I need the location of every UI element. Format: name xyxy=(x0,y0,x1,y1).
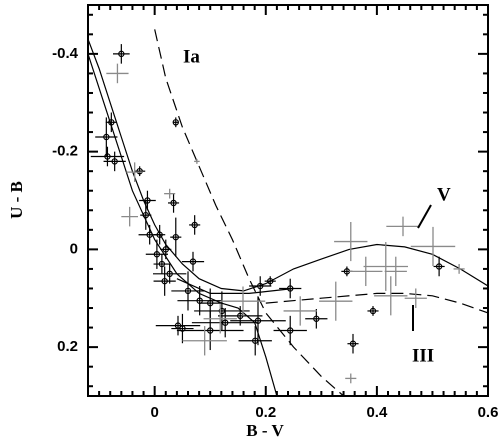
y-tick-label: -0.4 xyxy=(52,45,79,62)
data-point xyxy=(146,231,153,238)
y-axis-label: U - B xyxy=(7,181,26,219)
x-tick-label: 0.2 xyxy=(255,404,276,421)
x-tick-label: 0 xyxy=(150,404,158,421)
data-point xyxy=(162,246,169,253)
data-point xyxy=(313,315,320,322)
data-point xyxy=(156,231,163,238)
data-point xyxy=(158,260,166,268)
data-point xyxy=(254,317,262,324)
data-point xyxy=(118,50,125,58)
curve xyxy=(88,53,278,396)
data-point xyxy=(104,153,111,160)
data-point xyxy=(222,319,229,326)
v-marker xyxy=(417,204,432,229)
annotation: V xyxy=(437,184,451,205)
plot-area xyxy=(88,29,488,396)
data-point xyxy=(144,197,151,204)
data-point xyxy=(103,133,110,141)
data-point xyxy=(161,277,168,285)
data-point xyxy=(369,307,377,315)
curve xyxy=(154,29,344,396)
data-point xyxy=(189,258,197,265)
data-point xyxy=(174,322,182,329)
data-point xyxy=(435,263,443,270)
data-point xyxy=(349,340,357,347)
y-tick-label: -0.2 xyxy=(52,143,78,160)
data-point xyxy=(191,221,198,229)
data-point xyxy=(136,167,143,175)
x-tick-label: 0.6 xyxy=(478,404,499,421)
y-tick-label: 0.2 xyxy=(57,338,78,355)
data-point xyxy=(184,287,192,295)
data-point xyxy=(207,327,214,334)
curve xyxy=(88,38,488,292)
data-point xyxy=(111,158,118,165)
data-point xyxy=(257,282,264,290)
x-axis-label: B - V xyxy=(246,421,284,440)
data-point xyxy=(166,270,173,278)
data-point xyxy=(108,119,115,126)
annotation: Ia xyxy=(183,46,200,67)
data-point xyxy=(142,211,149,219)
data-point xyxy=(172,233,179,241)
data-point xyxy=(172,119,179,126)
data-point xyxy=(170,199,177,207)
data-point xyxy=(252,337,259,344)
data-point xyxy=(287,285,294,292)
data-point xyxy=(153,251,161,258)
data-point xyxy=(207,299,214,307)
curve xyxy=(265,292,488,314)
y-tick-label: 0 xyxy=(70,240,78,257)
annotation: III xyxy=(412,345,434,366)
data-point xyxy=(287,327,294,334)
curve xyxy=(176,278,294,294)
x-tick-label: 0.4 xyxy=(366,404,388,421)
data-point xyxy=(218,307,226,315)
data-point xyxy=(267,277,274,285)
